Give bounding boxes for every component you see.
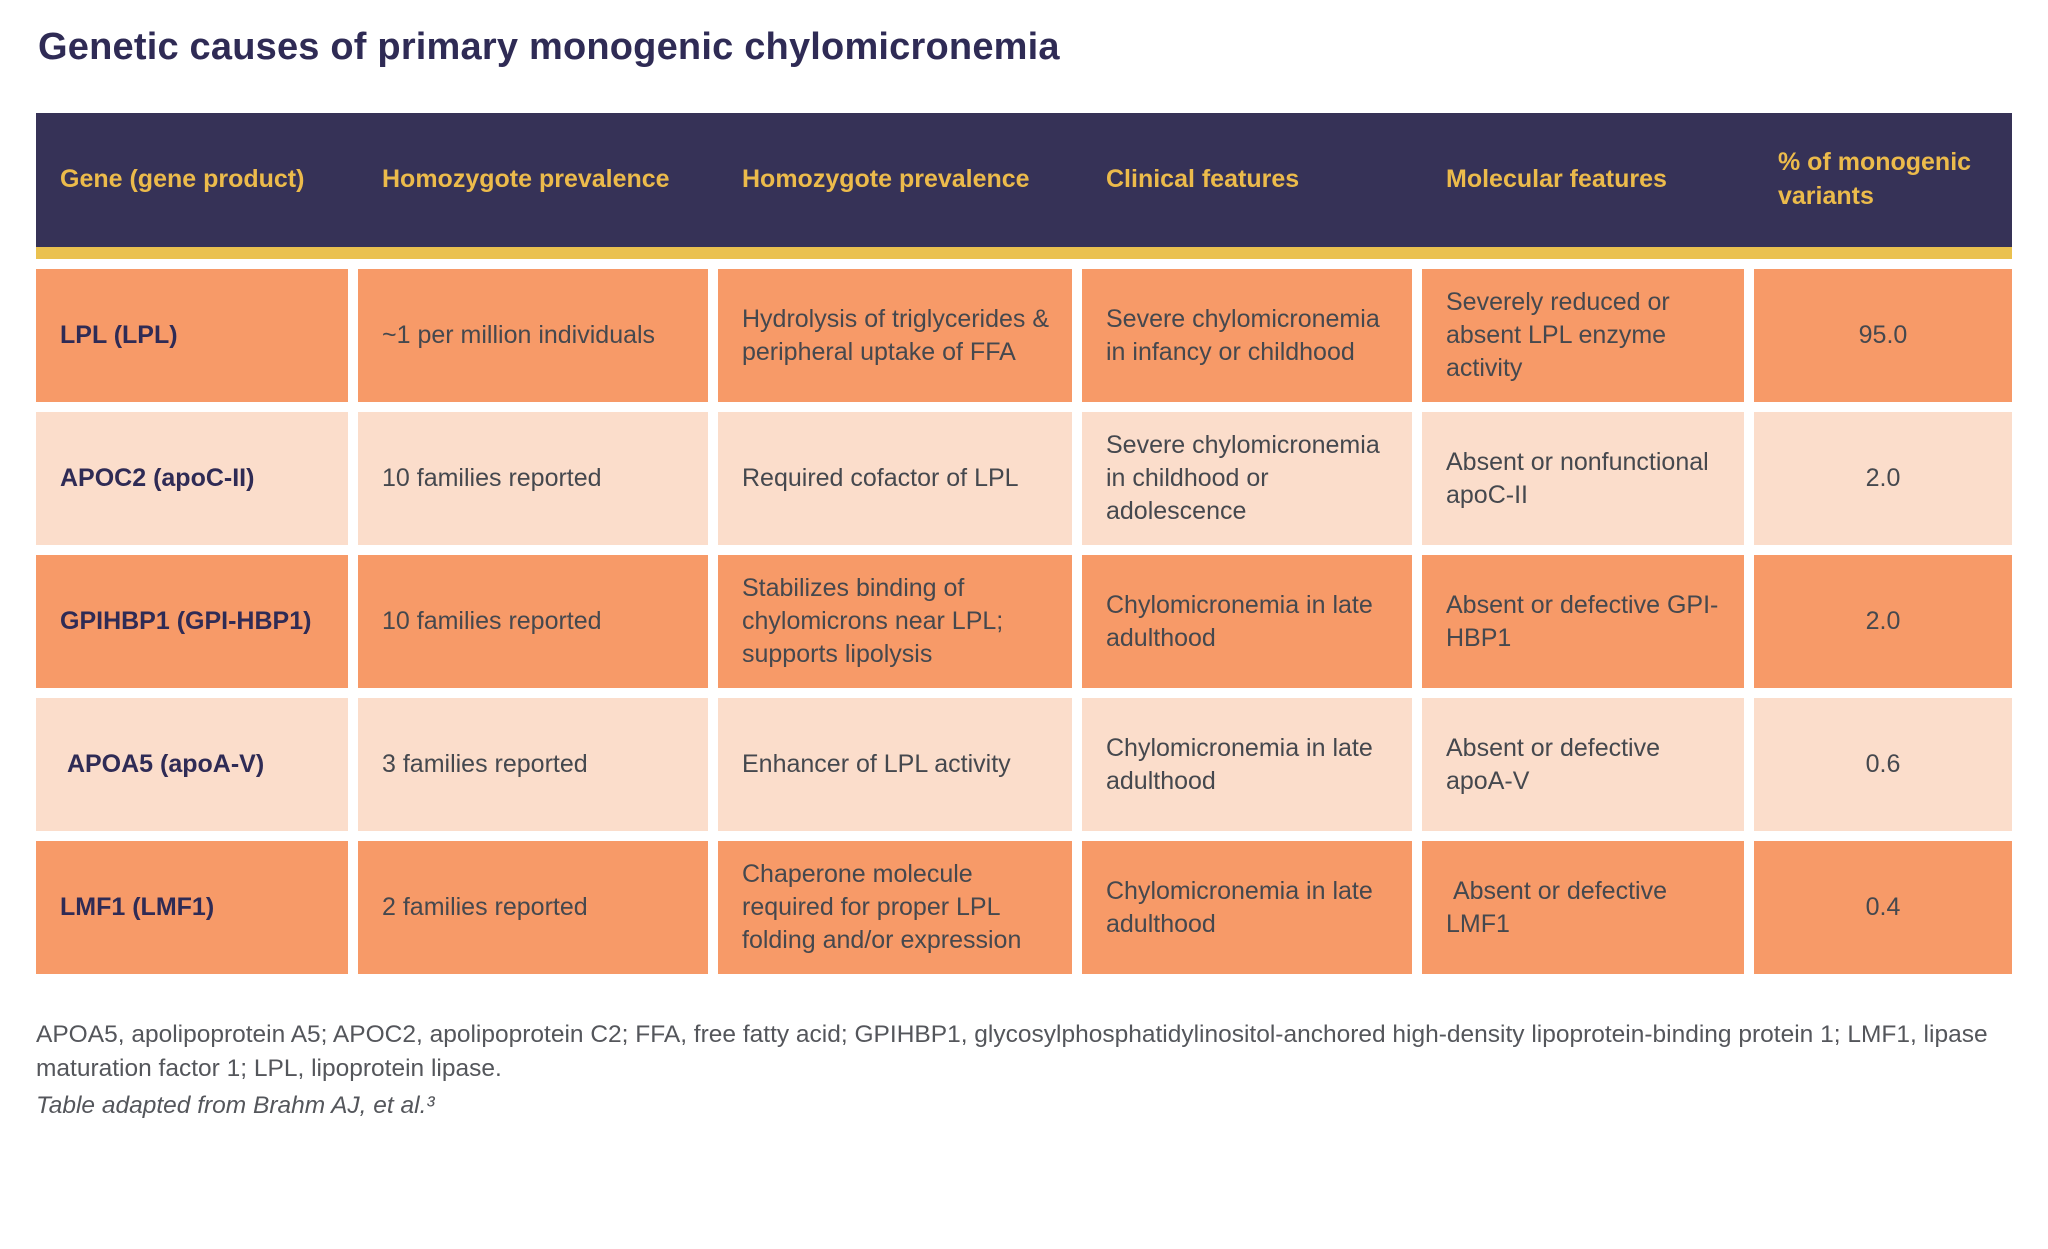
column-header-homozygote-prevalence-2: Homozygote prevalence: [742, 165, 1030, 194]
page-title: Genetic causes of primary monogenic chyl…: [38, 26, 1060, 68]
percent-cell: 2.0: [1754, 555, 2012, 688]
molecular-features-cell: Absent or defective apoA-V: [1422, 698, 1744, 831]
molecular-features-cell: Absent or defective GPI-HBP1: [1422, 555, 1744, 688]
gene-cell: APOC2 (apoC-II): [36, 412, 348, 545]
percent-cell: 0.4: [1754, 841, 2012, 974]
table-header-row: Gene (gene product) Homozygote prevalenc…: [36, 113, 2012, 259]
clinical-features-cell: Chylomicronemia in late adulthood: [1082, 698, 1412, 831]
percent-cell: 95.0: [1754, 269, 2012, 402]
genetic-causes-table: Gene (gene product) Homozygote prevalenc…: [36, 113, 2012, 974]
column-header-clinical-features: Clinical features: [1106, 165, 1300, 194]
clinical-features-cell: Chylomicronemia in late adulthood: [1082, 555, 1412, 688]
clinical-features-cell: Severe chylomicronemia in infancy or chi…: [1082, 269, 1412, 402]
prevalence-cell: 10 families reported: [358, 412, 708, 545]
table-row-gpihbp1: GPIHBP1 (GPI-HBP1) 10 families reported …: [36, 555, 2012, 688]
percent-cell: 2.0: [1754, 412, 2012, 545]
abbreviations-footnote: APOA5, apolipoprotein A5; APOC2, apolipo…: [36, 1021, 1988, 1083]
prevalence-cell: ~1 per million individuals: [358, 269, 708, 402]
column-header-homozygote-prevalence-1: Homozygote prevalence: [382, 165, 670, 194]
function-cell: Required cofactor of LPL: [718, 412, 1072, 545]
table-row-apoa5: APOA5 (apoA-V) 3 families reported Enhan…: [36, 698, 2012, 831]
gene-cell: APOA5 (apoA-V): [36, 698, 348, 831]
source-attribution: Table adapted from Brahm AJ, et al.³: [36, 1091, 435, 1119]
table-row-apoc2: APOC2 (apoC-II) 10 families reported Req…: [36, 412, 2012, 545]
molecular-features-cell: Severely reduced or absent LPL enzyme ac…: [1422, 269, 1744, 402]
gene-cell: LMF1 (LMF1): [36, 841, 348, 974]
prevalence-cell: 2 families reported: [358, 841, 708, 974]
function-cell: Hydrolysis of triglycerides & peripheral…: [718, 269, 1072, 402]
prevalence-cell: 10 families reported: [358, 555, 708, 688]
column-header-gene: Gene (gene product): [60, 165, 305, 194]
table-row-lpl: LPL (LPL) ~1 per million individuals Hyd…: [36, 269, 2012, 402]
prevalence-cell: 3 families reported: [358, 698, 708, 831]
function-cell: Stabilizes binding of chylomicrons near …: [718, 555, 1072, 688]
molecular-features-cell: Absent or defective LMF1: [1422, 841, 1744, 974]
clinical-features-cell: Chylomicronemia in late adulthood: [1082, 841, 1412, 974]
function-cell: Enhancer of LPL activity: [718, 698, 1072, 831]
column-header-molecular-features: Molecular features: [1446, 165, 1667, 194]
gene-cell: LPL (LPL): [36, 269, 348, 402]
gene-cell: GPIHBP1 (GPI-HBP1): [36, 555, 348, 688]
footnotes: APOA5, apolipoprotein A5; APOC2, apolipo…: [36, 1018, 2012, 1123]
function-cell: Chaperone molecule required for proper L…: [718, 841, 1072, 974]
percent-cell: 0.6: [1754, 698, 2012, 831]
table-row-lmf1: LMF1 (LMF1) 2 families reported Chaperon…: [36, 841, 2012, 974]
column-header-percent-monogenic-variants: % of monogenic variants: [1778, 148, 1979, 210]
molecular-features-cell: Absent or nonfunctional apoC-II: [1422, 412, 1744, 545]
clinical-features-cell: Severe chylomicronemia in childhood or a…: [1082, 412, 1412, 545]
